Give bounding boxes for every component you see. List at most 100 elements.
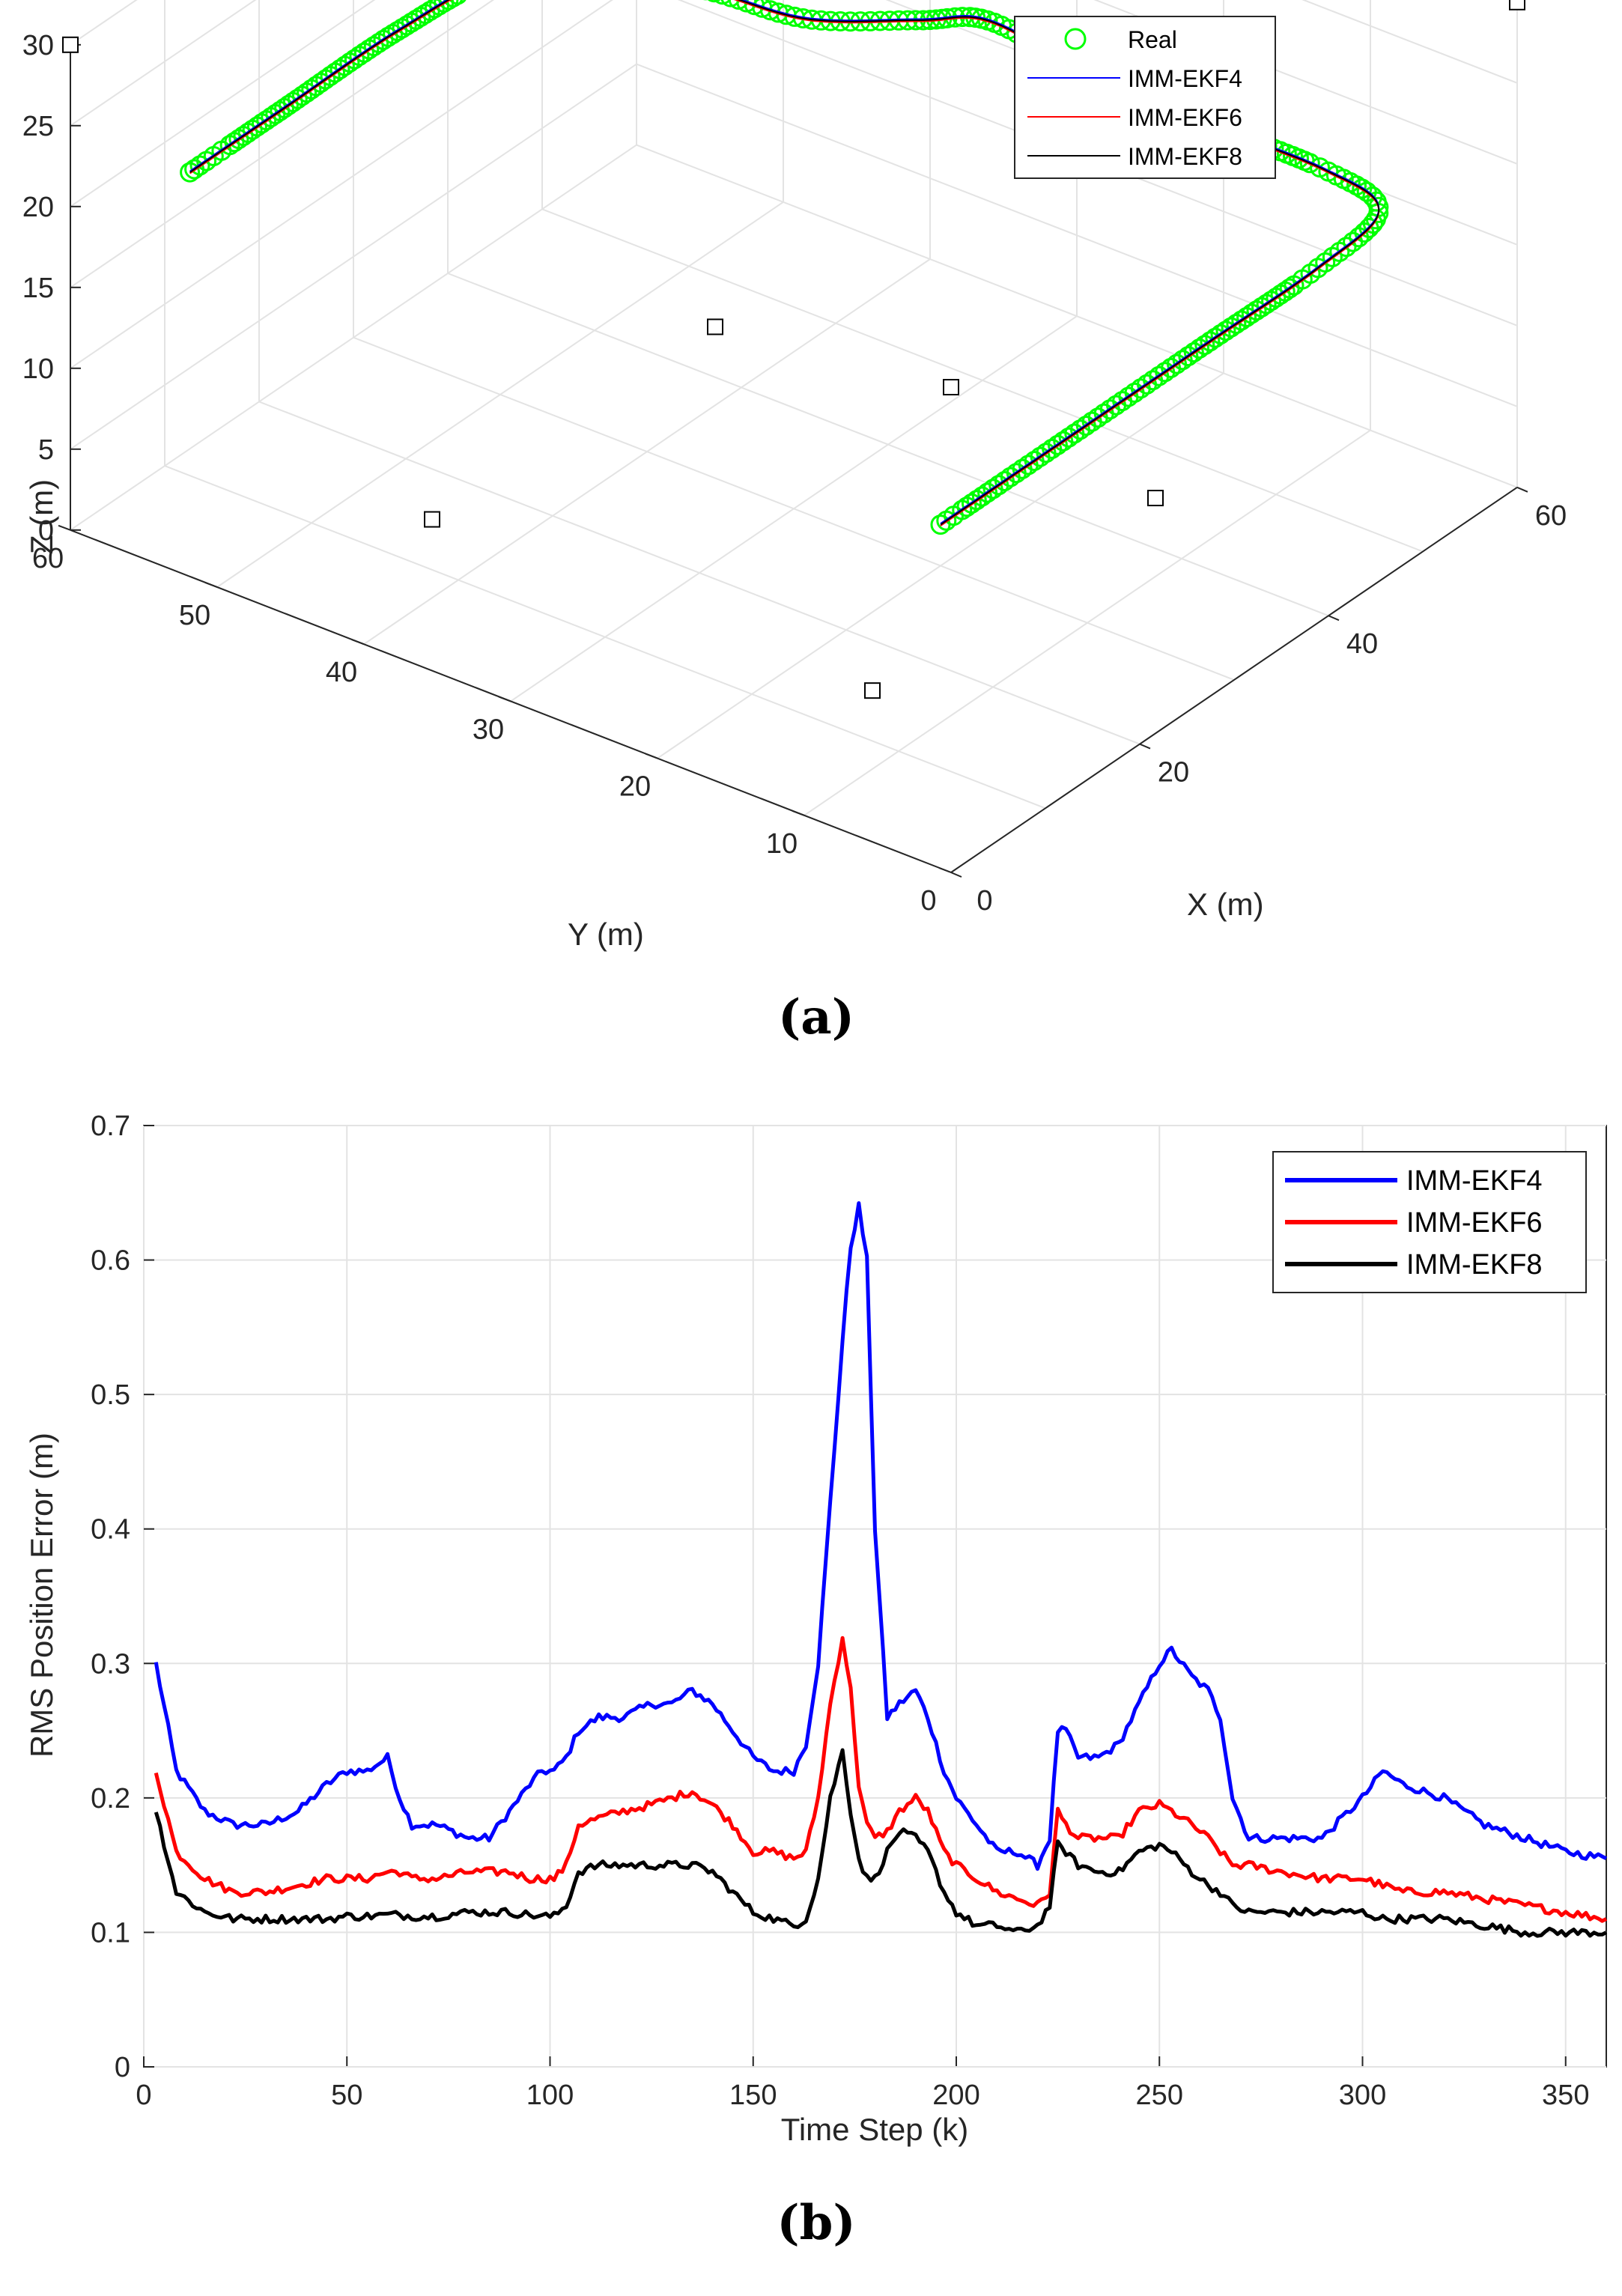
real-marker: [1189, 338, 1210, 359]
panel-b-rms-plot: 0 50 100 150 200 250 300 350 0 0.1 0.2 0.3 0.4 0.5 0.6…: [24, 1111, 1608, 2251]
grid-line: [70, 63, 637, 450]
z-tick-label: 20: [22, 192, 54, 223]
ekf4-track: [189, 0, 1380, 524]
legend-a-label-real: Real: [1128, 26, 1177, 53]
anchor-marker: [864, 682, 881, 699]
series-line-imm-ekf8: [154, 1748, 1608, 1938]
z-tick-label: 0: [38, 515, 54, 547]
real-marker: [707, 0, 721, 3]
anchor-marker: [943, 379, 959, 395]
real-marker: [1221, 317, 1242, 338]
x-tick-label: 0: [976, 885, 992, 917]
real-marker: [1336, 237, 1357, 258]
grid-line: [363, 258, 931, 646]
legend-a-label-ekf6: IMM-EKF6: [1128, 104, 1242, 131]
grid-line: [70, 0, 376, 207]
y-tick-label: 0.2: [91, 1783, 130, 1814]
real-marker: [1241, 303, 1262, 324]
real-marker: [1200, 331, 1221, 352]
series-line-imm-ekf4: [154, 1201, 1608, 1871]
x-tick: [1328, 615, 1340, 622]
grid-line: [510, 315, 1078, 702]
real-marker: [966, 490, 987, 511]
grid-line: [657, 372, 1224, 759]
x-tick-label: 40: [1346, 628, 1378, 660]
real-marker: [1356, 181, 1377, 202]
z-axis-label-a: Z (m): [24, 479, 59, 554]
z-tick-label: 5: [38, 434, 54, 466]
x-tick-label: 300: [1339, 2080, 1386, 2111]
x-tick: [950, 872, 962, 878]
panel-label-a: (a): [778, 989, 854, 1045]
grid-line: [1301, 0, 1518, 84]
ekf8-track: [189, 0, 1380, 526]
y-tick: [204, 582, 218, 588]
y-tick-label: 60: [32, 543, 64, 574]
ekf6-track: [189, 0, 1380, 526]
y-tick-label: 0.5: [91, 1379, 130, 1411]
real-marker: [189, 155, 210, 176]
real-marker: [714, 0, 732, 5]
y-tick-label: 20: [619, 771, 651, 803]
real-marker: [180, 162, 201, 183]
z-tick-label: 10: [22, 353, 54, 385]
x-axis-label-b: Time Step (k): [781, 2112, 968, 2147]
real-marker: [1178, 346, 1199, 367]
y-tick-label: 30: [473, 714, 504, 745]
y-tick: [58, 524, 71, 531]
x-tick-label: 20: [1158, 757, 1189, 789]
y-tick-label: 10: [766, 828, 798, 860]
y-tick-label: 0.3: [91, 1648, 130, 1680]
grid-line: [216, 201, 784, 588]
grid-line: [70, 0, 257, 127]
real-marker: [1210, 324, 1231, 344]
y-tick: [938, 867, 952, 873]
panel-a-grid: [70, 0, 1518, 873]
anchor-marker: [707, 318, 723, 335]
y-tick: [351, 639, 365, 646]
real-marker: [184, 159, 205, 180]
panel-a-axes: [58, 43, 1528, 878]
y-tick: [792, 810, 805, 816]
panel-a-anchors: [62, 0, 1525, 699]
anchor-marker: [1147, 490, 1164, 507]
legend-a-label-ekf4: IMM-EKF4: [1128, 65, 1242, 92]
grid-line: [70, 0, 613, 369]
y-tick-label: 0.4: [91, 1514, 130, 1546]
y-tick-label: 0.7: [91, 1111, 130, 1142]
x-axis-label-a: X (m): [1187, 887, 1264, 922]
x-tick-label: 50: [331, 2080, 362, 2111]
panel-b-tick-labels: 0 50 100 150 200 250 300 350 0 0.1 0.2 0.3 0.4 0.5 0.6…: [91, 1111, 1589, 2111]
series-line-imm-ekf6: [154, 1636, 1608, 1923]
real-marker: [1246, 300, 1267, 321]
real-marker: [956, 496, 977, 517]
real-marker: [1215, 321, 1236, 341]
legend-a-box: [1014, 16, 1276, 179]
x-tick-label: 60: [1535, 500, 1567, 532]
anchor-marker: [424, 511, 440, 528]
y-tick-label: 40: [326, 657, 357, 688]
y-tick: [498, 696, 511, 702]
legend-b-label-ekf8: IMM-EKF8: [1406, 1249, 1543, 1281]
x-tick-label: 100: [526, 2080, 574, 2111]
real-marker: [1047, 434, 1068, 455]
z-tick-label: 30: [22, 30, 54, 61]
x-tick-label: 150: [729, 2080, 777, 2111]
grid-line: [804, 429, 1371, 816]
z-tick-label: 15: [22, 273, 54, 304]
real-marker: [1231, 310, 1252, 331]
anchor-marker: [1509, 0, 1525, 10]
x-tick-label: 200: [932, 2080, 979, 2111]
y-tick-label: 0.1: [91, 1917, 130, 1949]
real-marker: [1236, 307, 1257, 327]
grid-line: [70, 0, 495, 288]
real-marker: [971, 486, 992, 507]
real-marker: [728, 0, 749, 10]
x-tick-label: 250: [1136, 2080, 1183, 2111]
y-tick-label: 50: [179, 600, 210, 631]
legend-b-label-ekf4: IMM-EKF4: [1406, 1165, 1543, 1197]
legend-a-label-ekf8: IMM-EKF8: [1128, 143, 1242, 170]
x-tick-label: 0: [136, 2080, 151, 2111]
